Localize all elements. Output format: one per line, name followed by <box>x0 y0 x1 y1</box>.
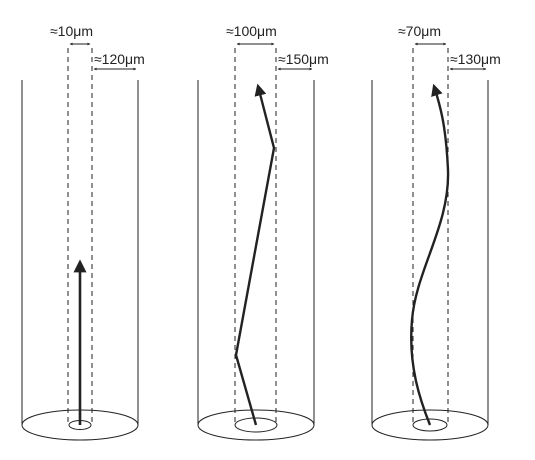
cladding-width-label: ≈150μm <box>278 51 329 67</box>
fiber-panel-2: ≈100μm ≈150μm <box>197 23 329 441</box>
cladding-width-label: ≈120μm <box>94 51 145 67</box>
light-path-arrow <box>410 83 450 426</box>
core-end-face <box>234 417 278 433</box>
fiber-panel-3: ≈70μm ≈130μm <box>371 23 501 441</box>
fiber-end-face <box>371 409 489 441</box>
core-end-face <box>412 418 448 432</box>
fiber-panel-1: ≈10μm ≈120μm <box>21 23 145 441</box>
core-width-label: ≈10μm <box>50 23 93 39</box>
light-path-arrow <box>234 83 276 426</box>
core-width-label: ≈70μm <box>398 23 441 39</box>
core-width-label: ≈100μm <box>226 23 277 39</box>
cladding-width-label: ≈130μm <box>450 51 501 67</box>
fiber-end-face <box>197 409 315 441</box>
